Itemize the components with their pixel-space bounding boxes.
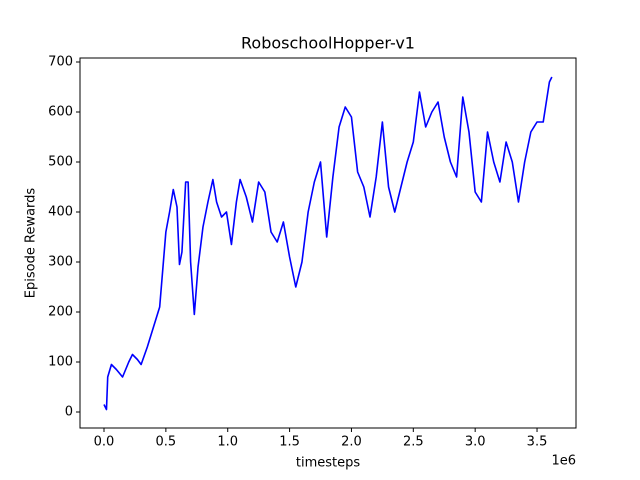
y-tick-label: 700 <box>48 55 73 70</box>
x-tick-label: 3.0 <box>465 435 486 450</box>
x-tick-label: 0.0 <box>94 435 115 450</box>
line-series <box>103 76 553 411</box>
plot-frame <box>79 57 577 429</box>
y-tick-label: 500 <box>48 155 73 170</box>
x-tick-label: 1.0 <box>217 435 238 450</box>
y-axis-label: Episode Rewards <box>24 188 39 299</box>
chart-title: RoboschoolHopper-v1 <box>241 34 415 53</box>
y-tick-label: 100 <box>48 355 73 370</box>
x-tick-label: 2.5 <box>403 435 424 450</box>
x-axis-label: timesteps <box>296 456 360 471</box>
y-tick-label: 0 <box>65 405 73 420</box>
y-tick-label: 200 <box>48 305 73 320</box>
x-tick-label: 1.5 <box>279 435 300 450</box>
x-tick-label: 3.5 <box>527 435 548 450</box>
y-tick-label: 300 <box>48 255 73 270</box>
x-tick-label: 2.0 <box>341 435 362 450</box>
y-tick-label: 600 <box>48 105 73 120</box>
x-offset-label: 1e6 <box>551 454 576 469</box>
y-tick-label: 400 <box>48 205 73 220</box>
x-tick-label: 0.5 <box>156 435 177 450</box>
